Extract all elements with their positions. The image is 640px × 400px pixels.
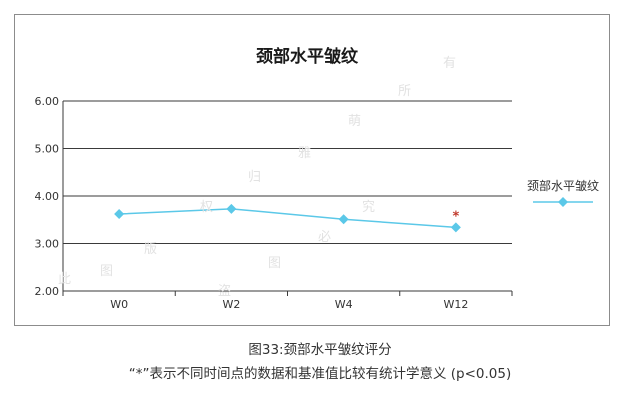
x-tick-label: W0 xyxy=(110,298,128,311)
x-tick-label: W12 xyxy=(443,298,468,311)
legend-marker xyxy=(558,197,568,207)
y-tick-label: 2.00 xyxy=(35,285,60,298)
watermark-char: 雅 xyxy=(298,146,312,161)
y-tick-label: 6.00 xyxy=(35,95,60,108)
data-point-marker xyxy=(450,222,461,233)
line-chart: 颈部水平皱纹 2.00 3.00 4.00 5.00 6.00 W0 W2 W4 W12 * 颈… xyxy=(35,46,600,311)
y-tick-label: 5.00 xyxy=(35,143,60,156)
watermark-char: 图 xyxy=(100,264,114,279)
data-point-marker xyxy=(338,214,349,225)
watermark-char: 萌 xyxy=(348,114,362,129)
figure-caption: 图33:颈部水平皱纹评分 xyxy=(248,342,392,358)
chart-frame: 颈部水平皱纹 2.00 3.00 4.00 5.00 6.00 W0 W2 W4 W12 * 颈… xyxy=(14,14,610,326)
x-tick-label: W4 xyxy=(335,298,353,311)
watermark-char: 归 xyxy=(248,170,262,185)
data-point-marker xyxy=(114,209,125,220)
watermark-char: 必 xyxy=(318,230,332,245)
data-point-marker xyxy=(226,203,237,214)
watermark-char: 此 xyxy=(58,272,72,287)
watermark-char: 盗 xyxy=(218,284,232,299)
significance-star: * xyxy=(452,209,459,224)
x-tick-label: W2 xyxy=(222,298,240,311)
watermark-char: 权 xyxy=(200,200,214,215)
watermark-char: 所 xyxy=(398,84,412,99)
watermark-char: 图 xyxy=(268,256,282,271)
watermark-char: 版 xyxy=(144,242,158,257)
watermark-char: 究 xyxy=(362,200,376,215)
significance-note: “*”表示不同时间点的数据和基准值比较有统计学意义 (p<0.05) xyxy=(128,366,512,382)
watermark-char: 有 xyxy=(443,56,457,71)
series-line xyxy=(119,208,456,229)
y-tick-label: 4.00 xyxy=(35,190,60,203)
chart-title: 颈部水平皱纹 xyxy=(256,46,359,67)
y-tick-label: 3.00 xyxy=(35,238,60,251)
legend-label: 颈部水平皱纹 xyxy=(527,178,599,193)
